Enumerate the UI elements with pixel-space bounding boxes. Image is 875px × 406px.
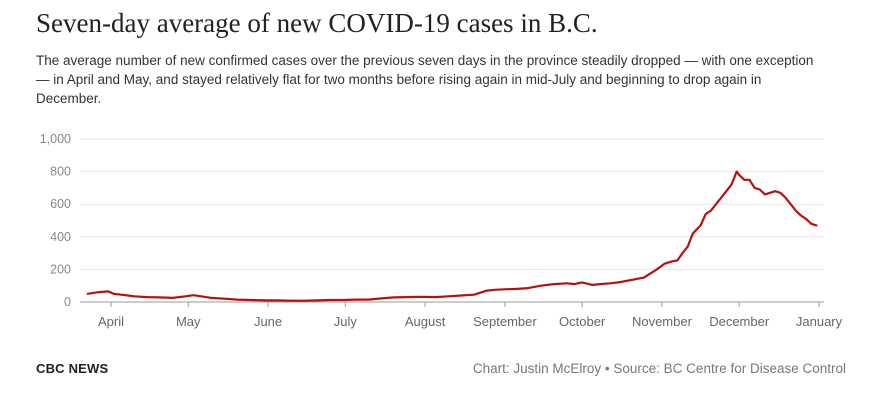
y-tick-label: 400 <box>50 230 71 244</box>
chart-title: Seven-day average of new COVID-19 cases … <box>36 8 598 38</box>
x-tick-label: July <box>334 314 358 329</box>
x-tick-label: January <box>796 314 843 329</box>
y-tick-label: 200 <box>50 262 71 276</box>
x-tick-label: December <box>709 314 770 329</box>
y-tick-label: 600 <box>50 197 71 211</box>
line-chart: 0 200 400 600 800 1,000 April May June July August… <box>40 132 843 329</box>
x-tick-label: April <box>98 314 124 329</box>
y-tick-label: 1,000 <box>40 132 71 146</box>
source-credit: Chart: Justin McElroy • Source: BC Centr… <box>472 361 846 376</box>
chart-subtitle: The average number of new confirmed case… <box>36 53 814 106</box>
x-tick-label: October <box>559 314 606 329</box>
x-tick-label: May <box>176 314 201 329</box>
brand-label: CBC NEWS <box>36 361 109 376</box>
y-tick-label: 800 <box>50 165 71 179</box>
x-tick-label: June <box>254 314 282 329</box>
x-tick-label: November <box>632 314 693 329</box>
y-tick-label: 0 <box>64 295 71 309</box>
x-tick-label: August <box>405 314 446 329</box>
x-tick-label: September <box>473 314 537 329</box>
series-line <box>86 170 818 302</box>
